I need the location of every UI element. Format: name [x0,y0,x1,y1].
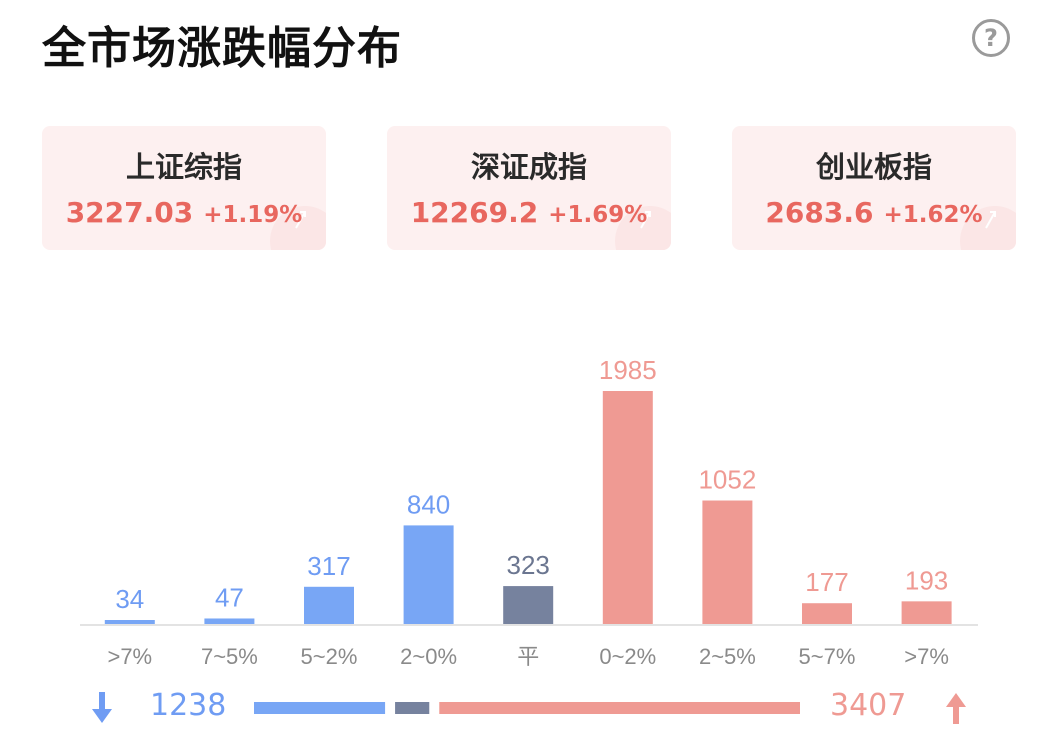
bar-4 [503,586,554,624]
category-label-4: 平 [517,644,539,669]
ratio-segment-up [439,702,800,714]
bar-7 [802,603,852,624]
index-change: +1.69% [548,202,648,228]
trend-up-icon [295,211,306,229]
data-label-1: 47 [215,582,244,612]
data-label-4: 323 [507,550,550,580]
arrow-up-icon [946,693,966,724]
data-label-2: 317 [307,551,350,581]
index-price: 12269.2 [410,196,539,229]
bar-5 [602,391,653,624]
data-label-5: 1985 [599,355,657,385]
data-label-0: 34 [115,584,144,614]
page-title: 全市场涨跌幅分布 [42,23,402,74]
down-total: 1238 [150,688,227,723]
up-total: 3407 [830,688,907,723]
trend-up-icon [985,211,996,229]
index-card-cyb[interactable]: 创业板指 2683.6 +1.62% [732,126,1016,250]
index-change: +1.62% [883,202,983,228]
category-label-6: 2~5% [699,644,756,669]
category-label-7: 5~7% [799,644,856,669]
category-label-8: >7% [904,644,949,669]
trend-up-icon [640,211,651,229]
category-label-0: >7% [107,644,152,669]
category-label-2: 5~2% [301,644,358,669]
index-change: +1.19% [203,202,303,228]
index-card-sz[interactable]: 深证成指 12269.2 +1.69% [387,126,671,250]
data-label-6: 1052 [698,465,756,495]
category-label-3: 2~0% [400,644,457,669]
summary-bar: 1238 3407 [0,686,1060,732]
data-label-8: 193 [905,565,948,595]
bar-8 [901,601,952,624]
category-label-5: 0~2% [599,644,656,669]
distribution-chart: 34 >7% 47 7~5% 317 5~2% 840 2~0% 323 平 1985 0~2% 105… [80,355,978,669]
bar-1 [204,618,255,624]
arrow-down-icon [92,692,112,723]
ratio-bar [254,702,800,714]
ratio-segment-flat [395,702,430,714]
category-label-1: 7~5% [201,644,258,669]
index-name: 深证成指 [470,150,587,184]
question-circle-icon: ? [984,24,998,52]
index-name: 上证综指 [125,150,242,184]
index-name: 创业板指 [815,150,932,184]
ratio-segment-down [254,702,386,714]
index-price: 2683.6 [765,196,874,229]
help-button[interactable]: ? [972,19,1010,57]
data-label-7: 177 [805,567,848,597]
data-label-3: 840 [407,489,450,519]
index-card-sh[interactable]: 上证综指 3227.03 +1.19% [42,126,326,250]
bar-3 [403,525,454,624]
bar-2 [304,586,354,624]
bar-0 [104,620,155,624]
index-price: 3227.03 [65,196,194,229]
bar-6 [702,500,753,624]
